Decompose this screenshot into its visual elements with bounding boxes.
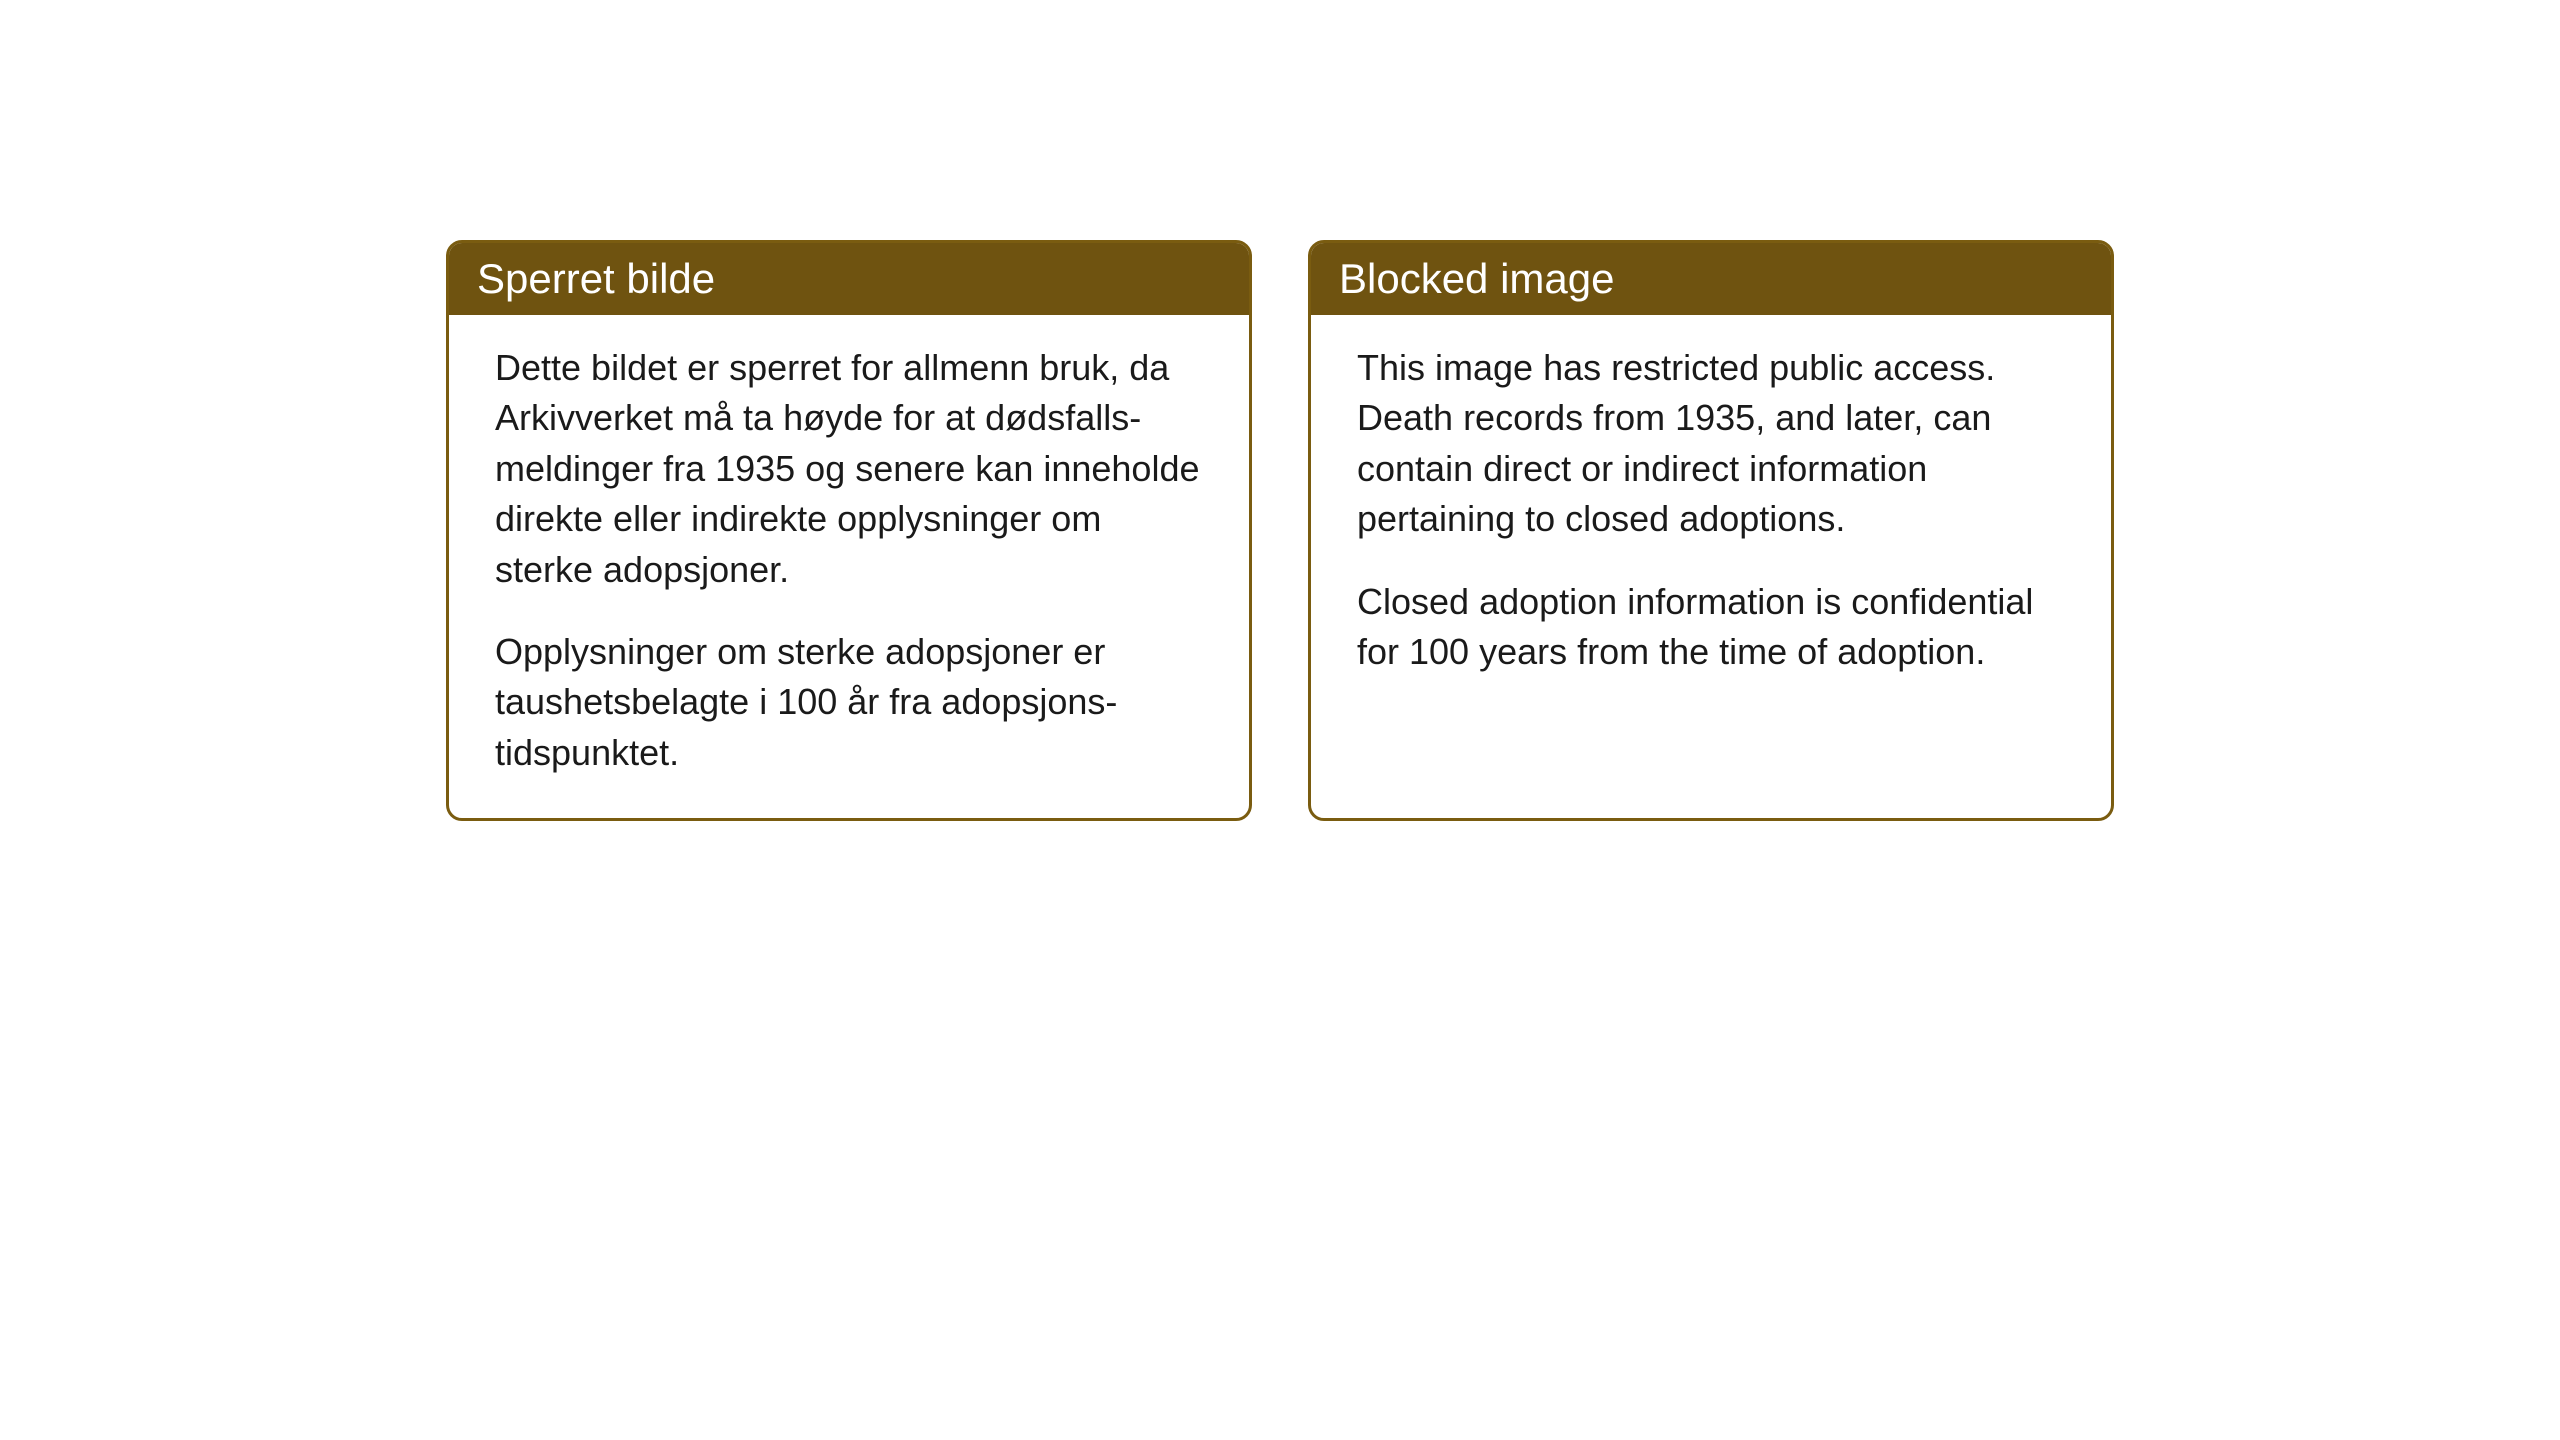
english-notice-card: Blocked image This image has restricted … bbox=[1308, 240, 2114, 821]
english-card-body: This image has restricted public access.… bbox=[1311, 315, 2111, 717]
norwegian-paragraph-1: Dette bildet er sperret for allmenn bruk… bbox=[495, 343, 1203, 595]
norwegian-notice-card: Sperret bilde Dette bildet er sperret fo… bbox=[446, 240, 1252, 821]
norwegian-card-title: Sperret bilde bbox=[449, 243, 1249, 315]
norwegian-card-body: Dette bildet er sperret for allmenn bruk… bbox=[449, 315, 1249, 818]
norwegian-paragraph-2: Opplysninger om sterke adopsjoner er tau… bbox=[495, 627, 1203, 778]
english-paragraph-2: Closed adoption information is confident… bbox=[1357, 577, 2065, 678]
english-card-title: Blocked image bbox=[1311, 243, 2111, 315]
notice-container: Sperret bilde Dette bildet er sperret fo… bbox=[446, 240, 2114, 821]
english-paragraph-1: This image has restricted public access.… bbox=[1357, 343, 2065, 545]
